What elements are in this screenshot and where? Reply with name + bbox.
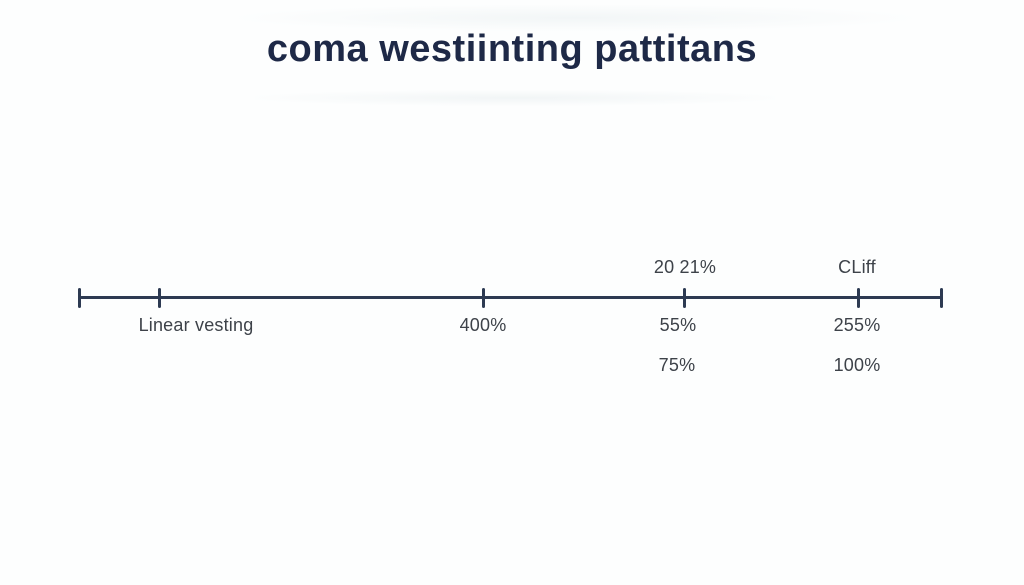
- diagram-title: coma westiinting pattitans: [266, 28, 758, 70]
- label-cliff: CLiff: [838, 257, 876, 277]
- label-400-percent: 400%: [459, 315, 507, 335]
- label-100-percent: 100%: [833, 355, 881, 375]
- timeline-axis-line: [80, 296, 943, 299]
- timeline-tick-cliff: [857, 288, 860, 308]
- label-linear-vesting: Linear vesting: [138, 315, 254, 335]
- label-20-21: 20 21%: [653, 257, 717, 277]
- timeline-tick-2021: [683, 288, 686, 308]
- label-75-percent: 75%: [658, 355, 696, 375]
- label-255-percent: 255%: [833, 315, 881, 335]
- timeline-tick-linear: [158, 288, 161, 308]
- timeline-tick-400: [482, 288, 485, 308]
- label-55-percent: 55%: [659, 315, 697, 335]
- timeline-tick-start: [78, 288, 81, 308]
- timeline-tick-end: [940, 288, 943, 308]
